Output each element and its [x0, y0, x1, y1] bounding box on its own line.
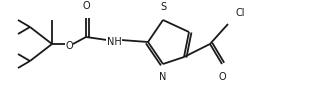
Text: O: O — [218, 72, 226, 82]
Text: O: O — [82, 1, 90, 11]
Text: Cl: Cl — [236, 8, 246, 18]
Text: N: N — [159, 72, 167, 82]
Text: S: S — [160, 2, 166, 12]
Text: NH: NH — [107, 37, 122, 47]
Text: O: O — [65, 41, 73, 51]
